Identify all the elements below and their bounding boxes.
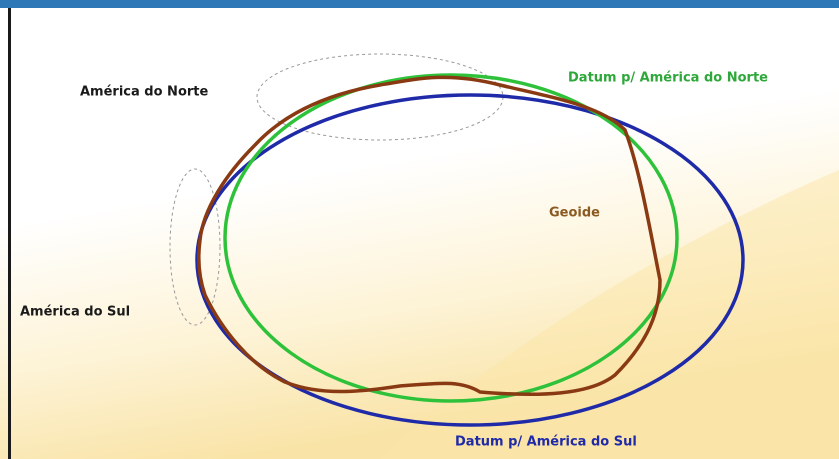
north-label: América do Norte: [80, 85, 208, 100]
geoid-curve: [197, 75, 662, 397]
datum-south-ellipse: [195, 93, 745, 427]
datum-south-label: Datum p/ América do Sul: [455, 435, 637, 450]
datum-north-label: Datum p/ América do Norte: [568, 71, 768, 86]
top-border: [0, 0, 839, 8]
south-label: América do Sul: [20, 305, 130, 320]
background-shape: [380, 170, 839, 459]
geoid-label: Geoide: [549, 206, 600, 221]
south-region: [169, 168, 221, 326]
datum-north-ellipse: [223, 73, 679, 403]
left-border: [8, 8, 11, 459]
